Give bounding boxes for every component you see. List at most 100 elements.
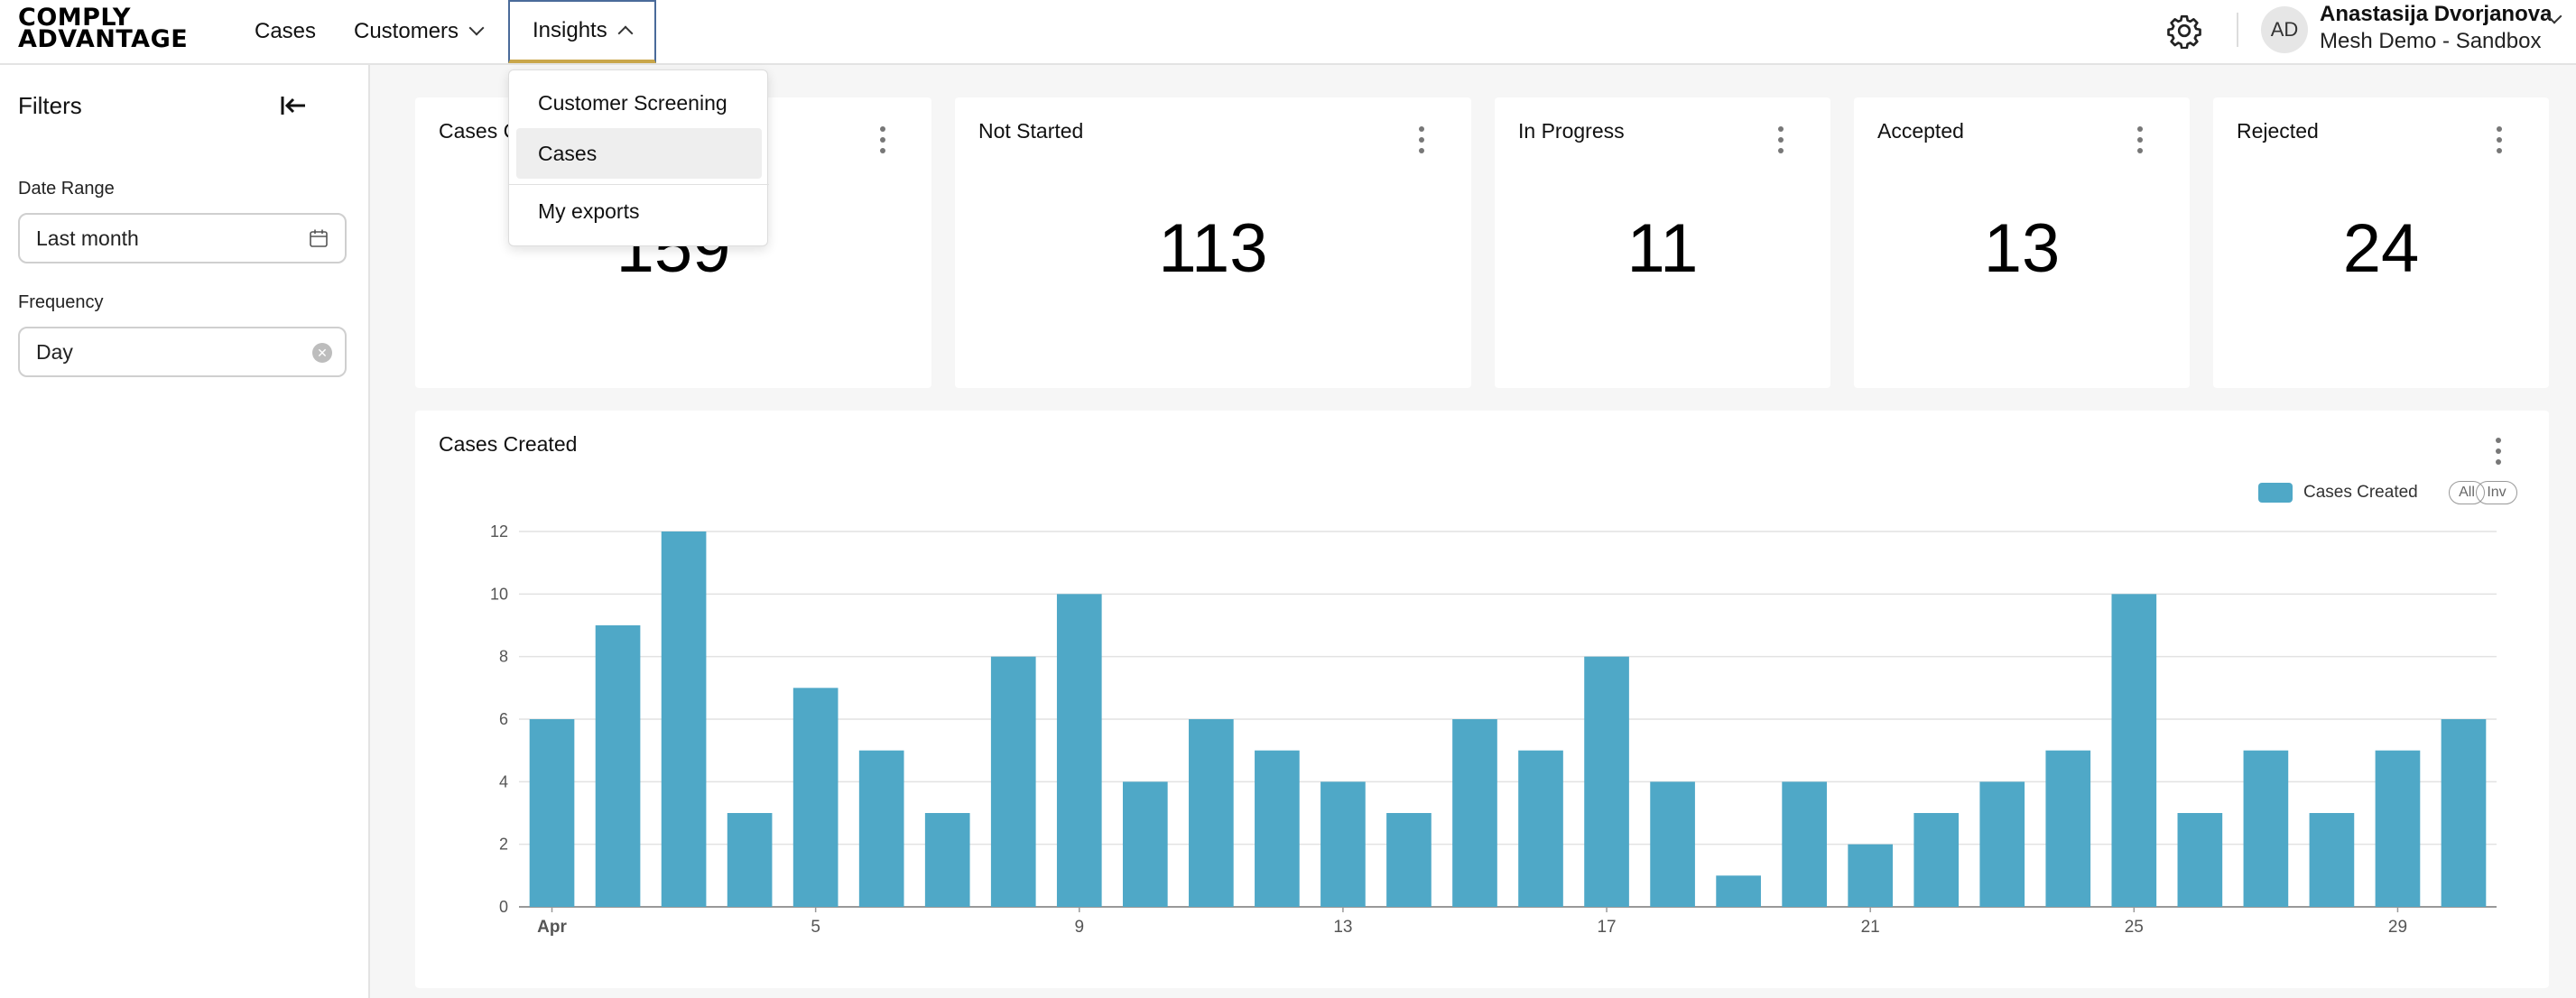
stat-card-title: Not Started: [978, 119, 1084, 143]
bar[interactable]: [595, 625, 641, 907]
bar[interactable]: [1913, 813, 1960, 907]
frequency-label: Frequency: [18, 292, 104, 312]
bar-chart: 0 2 4 6 8 10 12 Apr 5 9 13 17 21 25 29: [490, 522, 2497, 937]
y-tick-label: 2: [499, 836, 508, 854]
stat-card-value: 113: [1158, 210, 1268, 287]
x-tick-label: Apr: [537, 918, 567, 937]
nav-insights[interactable]: Insights: [508, 0, 656, 63]
stat-card-value: 11: [1626, 210, 1699, 287]
more-options-icon[interactable]: [2493, 438, 2504, 465]
nav-insights-label: Insights: [533, 18, 607, 42]
bar[interactable]: [529, 719, 575, 907]
stat-card-value: 24: [2342, 210, 2420, 287]
bar[interactable]: [1320, 781, 1366, 907]
x-tick-label: 21: [1861, 918, 1880, 937]
x-tick-label: 29: [2388, 918, 2407, 937]
stat-card-rejected: Rejected 24: [2213, 97, 2549, 388]
x-tick-label: 25: [2125, 918, 2144, 937]
y-tick-label: 0: [499, 898, 508, 916]
legend-swatch: [2258, 483, 2293, 503]
bar[interactable]: [1979, 781, 2025, 907]
y-tick-label: 12: [490, 522, 508, 541]
y-tick-label: 6: [499, 710, 508, 728]
menu-item-my-exports[interactable]: My exports: [538, 199, 640, 223]
stat-card-not-started: Not Started 113: [955, 97, 1471, 388]
bar[interactable]: [792, 688, 839, 907]
stat-card-title: Accepted: [1877, 119, 1964, 143]
bar[interactable]: [924, 813, 970, 907]
more-options-icon[interactable]: [1416, 126, 1427, 153]
more-options-icon[interactable]: [877, 126, 888, 153]
menu-item-customer-screening[interactable]: Customer Screening: [538, 90, 727, 115]
bar[interactable]: [2309, 813, 2355, 907]
insights-dropdown-menu: Customer Screening Cases My exports: [508, 69, 769, 246]
stat-card-in-progress: In Progress 11: [1495, 97, 1830, 388]
bar[interactable]: [2243, 750, 2289, 907]
y-tick-label: 4: [499, 772, 508, 790]
bar[interactable]: [1518, 750, 1563, 907]
clear-icon[interactable]: ✕: [312, 343, 332, 363]
logo[interactable]: COMPLY ADVANTAGE: [18, 4, 189, 53]
x-tick-label: 17: [1597, 918, 1616, 937]
bar[interactable]: [1848, 844, 1894, 907]
bar[interactable]: [2177, 813, 2223, 907]
menu-divider: [509, 184, 769, 185]
stat-card-value: 13: [1983, 210, 2061, 287]
bar[interactable]: [2375, 750, 2421, 907]
chart-title: Cases Created: [439, 432, 578, 456]
bar[interactable]: [2045, 750, 2091, 907]
stat-card-title: Rejected: [2237, 119, 2319, 143]
bar[interactable]: [1189, 719, 1234, 907]
x-tick-label: 5: [811, 918, 820, 937]
chevron-up-icon: [617, 25, 634, 42]
bar[interactable]: [1716, 875, 1761, 907]
bar[interactable]: [1650, 781, 1695, 907]
nav-cases[interactable]: Cases: [255, 19, 317, 43]
bar[interactable]: [1122, 781, 1168, 907]
nav-customers-label: Customers: [354, 19, 459, 43]
bar[interactable]: [727, 813, 773, 907]
settings-gear-icon[interactable]: [2166, 13, 2202, 49]
collapse-sidebar-icon[interactable]: [278, 92, 309, 119]
calendar-icon[interactable]: [309, 228, 329, 248]
menu-item-cases[interactable]: Cases: [516, 128, 762, 179]
y-tick-label: 8: [499, 648, 508, 666]
avatar[interactable]: AD: [2261, 6, 2308, 53]
bar[interactable]: [2111, 594, 2157, 907]
bar[interactable]: [1386, 813, 1432, 907]
bar[interactable]: [1056, 594, 1102, 907]
filters-title: Filters: [18, 92, 82, 119]
bar[interactable]: [661, 531, 707, 907]
chevron-down-icon: [468, 20, 485, 36]
y-tick-label: 10: [490, 585, 508, 603]
bar[interactable]: [1452, 719, 1497, 907]
date-range-field[interactable]: Last month: [18, 213, 347, 263]
filters-sidebar: Filters Date Range Last month Frequency …: [0, 65, 370, 998]
legend-invert-toggle[interactable]: Inv: [2476, 481, 2517, 504]
x-tick-label: 13: [1333, 918, 1352, 937]
more-options-icon[interactable]: [2494, 126, 2505, 153]
header-divider: [2237, 13, 2238, 47]
top-bar: COMPLY ADVANTAGE Cases Customers Insight…: [0, 0, 2576, 65]
bar[interactable]: [2441, 719, 2487, 907]
x-tick-label: 9: [1074, 918, 1084, 937]
bar[interactable]: [1782, 781, 1827, 907]
user-org[interactable]: Mesh Demo - Sandbox: [2320, 29, 2542, 53]
bar[interactable]: [858, 750, 904, 907]
chart-legend[interactable]: Cases Created: [2258, 483, 2418, 503]
bar[interactable]: [990, 656, 1036, 907]
more-options-icon[interactable]: [2135, 126, 2145, 153]
frequency-field[interactable]: Day ✕: [18, 327, 347, 377]
bar[interactable]: [1584, 656, 1629, 907]
more-options-icon[interactable]: [1775, 126, 1786, 153]
date-range-value: Last month: [36, 226, 139, 250]
stat-card-accepted: Accepted 13: [1854, 97, 2190, 388]
stat-card-title: In Progress: [1518, 119, 1625, 143]
bar[interactable]: [1255, 750, 1300, 907]
nav-customers[interactable]: Customers: [354, 0, 485, 63]
frequency-value: Day: [36, 339, 73, 364]
date-range-label: Date Range: [18, 179, 115, 199]
user-name[interactable]: Anastasija Dvorjanova: [2320, 2, 2553, 26]
legend-label: Cases Created: [2303, 483, 2418, 502]
